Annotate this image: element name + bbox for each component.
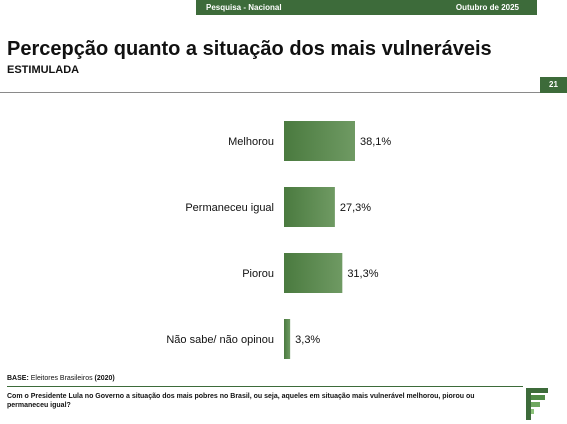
- survey-question: Com o Presidente Lula no Governo a situa…: [7, 393, 475, 409]
- base-note: BASE: Eleitores Brasileiros (2020): [7, 375, 115, 382]
- value-label-1: 38,1%: [360, 136, 391, 148]
- category-label-2: Permaneceu igual: [185, 202, 274, 214]
- survey-name: Pesquisa - Nacional: [206, 3, 282, 12]
- bar-3: [284, 253, 343, 293]
- bar-4: [284, 319, 291, 359]
- header-bar: Pesquisa - Nacional Outubro de 2025: [196, 0, 537, 15]
- category-label-4: Não sabe/ não opinou: [166, 334, 274, 346]
- bar-2: [284, 187, 335, 227]
- category-label-1: Melhorou: [228, 136, 274, 148]
- footer-divider: [7, 386, 523, 387]
- value-label-3: 31,3%: [347, 268, 378, 280]
- page-number: 21: [540, 77, 567, 93]
- survey-date: Outubro de 2025: [455, 3, 519, 12]
- value-label-2: 27,3%: [340, 202, 371, 214]
- bar-1: [284, 121, 355, 161]
- brand-logo-icon: [526, 388, 548, 420]
- title-divider: [0, 92, 540, 93]
- page-subtitle: ESTIMULADA: [7, 64, 80, 76]
- bar-chart: Melhorou 38,1% Permaneceu igual 27,3% Piorou…: [166, 121, 391, 359]
- base-count: (2020): [94, 375, 115, 382]
- base-label: BASE:: [7, 375, 29, 382]
- value-label-4: 3,3%: [295, 334, 320, 346]
- page-title: Percepção quanto a situação dos mais vul…: [7, 38, 492, 60]
- category-label-3: Piorou: [242, 268, 274, 280]
- base-text: Eleitores Brasileiros: [28, 375, 95, 382]
